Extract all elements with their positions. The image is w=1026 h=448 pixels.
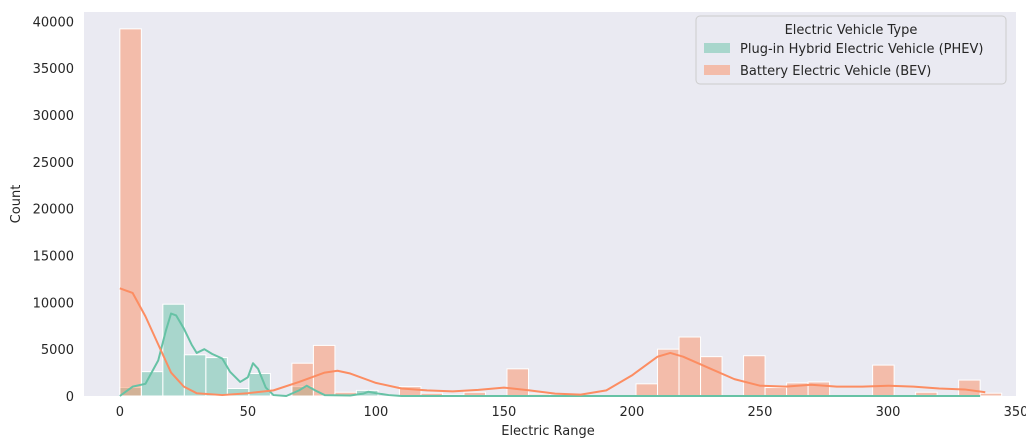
y-tick-label: 10000 bbox=[33, 296, 74, 311]
bar-bev-18 bbox=[506, 368, 529, 397]
legend: Electric Vehicle Type Plug-in Hybrid Ele… bbox=[695, 15, 1007, 85]
x-tick-label: 0 bbox=[116, 405, 124, 420]
y-tick-label: 20000 bbox=[33, 203, 74, 218]
x-tick-label: 350 bbox=[1004, 405, 1026, 420]
y-tick-label: 15000 bbox=[33, 250, 74, 265]
x-tick-label: 100 bbox=[363, 405, 388, 420]
bar-phev-3 bbox=[183, 354, 207, 397]
y-tick-label: 30000 bbox=[33, 109, 74, 124]
kde-line-bev bbox=[119, 287, 986, 397]
bar-phev-2 bbox=[162, 303, 185, 397]
x-tick-label: 300 bbox=[876, 405, 901, 420]
bar-bev-39 bbox=[958, 379, 981, 397]
bar-bev-26 bbox=[678, 336, 702, 397]
legend-label-bev: Battery Electric Vehicle (BEV) bbox=[740, 64, 931, 79]
x-tick-label: 200 bbox=[620, 405, 645, 420]
x-tick-labels: 0 50 100 150 200 250 300 350 bbox=[116, 405, 1026, 420]
y-tick-label: 35000 bbox=[33, 62, 74, 77]
bar-bev-30 bbox=[764, 387, 788, 397]
y-tick-label: 40000 bbox=[33, 15, 74, 30]
bar-bev-27 bbox=[700, 356, 723, 397]
bar-phev-4 bbox=[205, 357, 228, 397]
legend-swatch-bev bbox=[704, 65, 730, 75]
legend-swatch-phev bbox=[704, 43, 730, 53]
x-tick-label: 150 bbox=[491, 405, 516, 420]
kde-layer bbox=[119, 287, 986, 397]
y-axis-label: Count bbox=[9, 185, 24, 224]
y-tick-label: 5000 bbox=[41, 343, 74, 358]
bar-bev-40 bbox=[979, 392, 1003, 397]
x-tick-label: 250 bbox=[748, 405, 773, 420]
y-tick-label: 25000 bbox=[33, 156, 74, 171]
bar-bev-29 bbox=[743, 355, 766, 397]
x-axis-label: Electric Range bbox=[501, 424, 595, 439]
bar-bev-35 bbox=[872, 364, 895, 397]
y-tick-label: 0 bbox=[66, 390, 74, 405]
bar-bev-24 bbox=[635, 383, 659, 397]
legend-box bbox=[695, 15, 1007, 85]
y-tick-labels: 0 5000 10000 15000 20000 25000 30000 35000 40000 bbox=[33, 15, 74, 405]
x-tick-label: 50 bbox=[240, 405, 257, 420]
bar-bev-0 bbox=[119, 28, 142, 397]
legend-label-phev: Plug-in Hybrid Electric Vehicle (PHEV) bbox=[740, 42, 983, 57]
legend-title: Electric Vehicle Type bbox=[785, 23, 918, 38]
